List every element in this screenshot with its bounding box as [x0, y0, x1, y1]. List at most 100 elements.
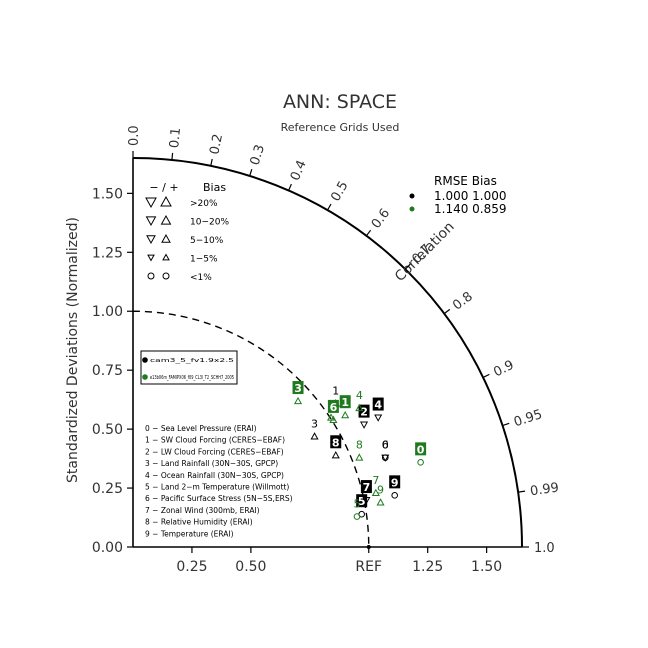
correlation-tick-mark: [249, 169, 253, 177]
rmse-legend-dot: [409, 206, 415, 212]
data-point-bias-marker: [355, 453, 364, 461]
x-tick-label: 1.25: [412, 559, 443, 575]
correlation-tick-label: 0.3: [248, 143, 269, 167]
data-point-bias-marker: [331, 451, 340, 459]
data-point-box: [389, 475, 401, 489]
y-tick-label: 0.00: [92, 540, 123, 556]
x-tick-label: REF: [355, 559, 382, 575]
bias-legend-label: <1%: [190, 273, 212, 283]
correlation-tick-mark: [288, 183, 292, 191]
data-point-bias-marker: [355, 403, 364, 412]
variable-list-item: 5 − Land 2−m Temperature (Willmott): [145, 483, 289, 492]
bias-legend-pos-marker: [162, 253, 170, 261]
correlation-tick-mark: [482, 373, 490, 378]
data-point-label: 9: [377, 483, 384, 496]
y-tick-label: 0.25: [92, 481, 123, 497]
legends-layer: − / + Bias >20% 10−20% 5−10% 1−5% <1% RMSE Bias…: [140, 174, 507, 538]
variable-list-item: 4 − Ocean Rainfall (30N−30S, GPCP): [145, 471, 284, 480]
data-point-label: 4: [356, 389, 363, 402]
data-point-label: 6: [382, 439, 389, 452]
bias-legend-pos-marker: [160, 214, 172, 225]
y-axis-label: Standardized Deviations (Normalized): [65, 217, 81, 483]
data-point-label: 1: [341, 396, 349, 409]
case-legend-dot: [142, 374, 148, 380]
points-layer: 01234567890123456789: [292, 381, 427, 549]
correlation-arc: [132, 157, 523, 548]
data-point-bias-marker: [293, 396, 303, 405]
data-point-box: [358, 404, 370, 418]
correlation-tick-mark: [171, 152, 174, 161]
data-point-bias-marker: [359, 421, 369, 429]
data-point-label: 5: [358, 495, 366, 508]
data-point-label: 8: [332, 436, 340, 449]
data-point-box: [360, 480, 372, 494]
correlation-tick-label: 0.0: [127, 125, 142, 146]
data-point-label: 4: [374, 399, 382, 412]
rmse-legend-values: 1.140 0.859: [434, 202, 507, 216]
bias-legend-neg-marker: [145, 197, 157, 209]
data-point-label: 1: [332, 384, 339, 397]
y-tick-label: 1.00: [92, 304, 123, 320]
correlation-tick-label: 0.6: [369, 206, 393, 232]
data-point-bias-marker: [310, 432, 319, 440]
bias-legend-pos-marker: [162, 272, 170, 280]
correlation-tick-label: 0.8: [450, 289, 476, 313]
data-point-bias-marker: [371, 488, 380, 497]
data-point-label: 2: [360, 406, 368, 419]
correlation-tick-label: 1.0: [534, 541, 555, 556]
data-point-box: [372, 397, 384, 411]
data-point-bias-marker: [391, 492, 398, 499]
reference-point: [366, 545, 371, 549]
data-point-label: 8: [356, 439, 363, 452]
case-legend-label: cam3_5_fv1.9x2.5: [150, 358, 234, 364]
data-point-bias-marker: [353, 513, 361, 520]
data-point-bias-marker: [362, 497, 371, 505]
correlation-tick-label: 0.95: [512, 407, 544, 430]
correlation-tick-label: 0.4: [288, 158, 310, 183]
data-point-label: 3: [311, 417, 318, 430]
data-point-label: 9: [391, 476, 399, 489]
variable-list-item: 6 − Pacific Surface Stress (5N−5S,ERS): [145, 494, 293, 503]
y-tick-label: 1.50: [92, 186, 123, 202]
variable-list-item: 3 − Land Rainfall (30N−30S, GPCP): [145, 459, 278, 468]
data-point-bias-marker: [417, 459, 424, 466]
bias-legend-neg-marker: [147, 272, 155, 280]
data-point-box: [339, 395, 351, 409]
bias-legend-sign-header: − / +: [149, 181, 178, 194]
correlation-tick-mark: [326, 203, 332, 211]
y-tick-label: 0.50: [92, 422, 123, 438]
bias-legend-pos-marker: [160, 195, 172, 207]
variable-list-item: 1 − SW Cloud Forcing (CERES−EBAF): [145, 436, 285, 445]
bias-legend-header: Bias: [203, 181, 226, 194]
bias-legend-pos-marker: [161, 233, 171, 243]
x-tick-label: 0.50: [235, 559, 266, 575]
bias-legend-neg-marker: [146, 235, 156, 245]
correlation-tick-label: 0.2: [207, 133, 226, 156]
case-legend-dot: [142, 357, 148, 363]
y-tick-label: 0.75: [92, 363, 123, 379]
correlation-tick-label: 0.5: [328, 179, 351, 204]
variable-list-item: 7 − Zonal Wind (300mb, ERAI): [145, 506, 260, 515]
data-point-box: [292, 381, 304, 395]
data-point-label: 0: [382, 439, 389, 452]
data-point-label: 3: [294, 382, 302, 395]
data-point-box: [327, 399, 339, 413]
chart-subtitle: Reference Grids Used: [281, 121, 400, 134]
data-point-bias-marker: [376, 498, 385, 506]
correlation-tick-mark: [502, 422, 510, 427]
y-tick-label: 1.25: [92, 245, 123, 261]
rmse-legend-header: RMSE Bias: [434, 174, 497, 188]
data-point-box: [356, 494, 368, 508]
correlation-tick-label: 0.99: [529, 480, 560, 499]
x-tick-label: 1.50: [471, 559, 502, 575]
correlation-tick-mark: [404, 263, 411, 270]
data-point-label: 7: [372, 474, 379, 487]
data-point-label: 6: [330, 401, 338, 414]
case-legend-box: [140, 350, 238, 385]
x-tick-label: 0.25: [176, 559, 207, 575]
correlation-tick-label: 0.1: [167, 127, 184, 149]
correlation-tick-label: 0.9: [491, 358, 516, 381]
correlation-tick-mark: [365, 229, 372, 237]
correlation-tick-mark: [518, 490, 526, 493]
